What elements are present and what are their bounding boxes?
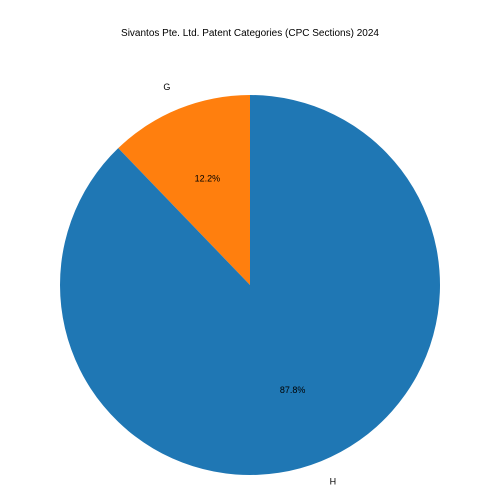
slice-category-label: G (163, 82, 170, 92)
pie-chart: 12.2% G 87.8% H (0, 50, 500, 500)
slice-category-label: H (330, 477, 337, 487)
slice-percent-label: 12.2% (195, 174, 221, 184)
chart-title: Sivantos Pte. Ltd. Patent Categories (CP… (121, 28, 379, 39)
slice-percent-label: 87.8% (280, 385, 306, 395)
pie-slice (60, 95, 440, 475)
